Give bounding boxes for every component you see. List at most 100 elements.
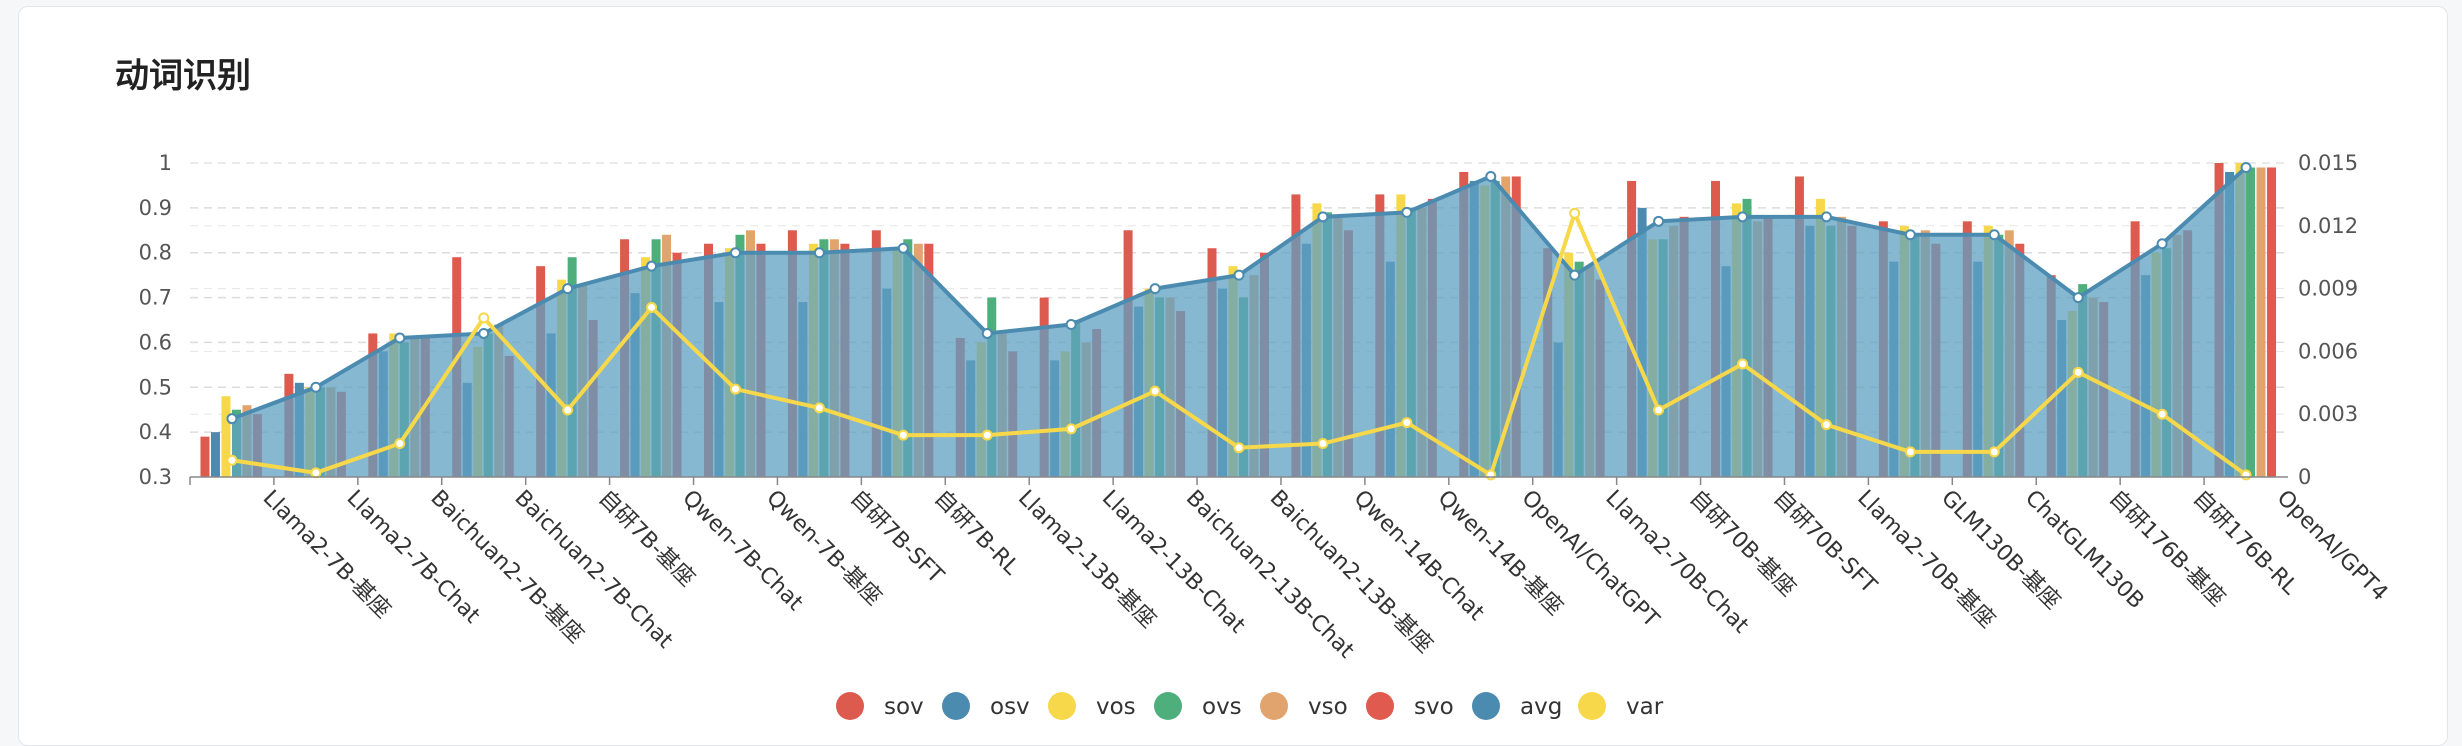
var-point bbox=[1653, 404, 1665, 416]
avg-point bbox=[1737, 211, 1749, 223]
legend-label-vso: vso bbox=[1308, 694, 1348, 720]
var-point bbox=[646, 301, 658, 313]
legend-swatch-var bbox=[1578, 692, 1606, 720]
avg-point bbox=[2156, 238, 2168, 250]
avg-point bbox=[1401, 206, 1413, 218]
avg-point bbox=[813, 247, 825, 259]
legend-item-ovs[interactable]: ovs bbox=[1154, 692, 1242, 720]
avg-point bbox=[562, 283, 574, 295]
var-point bbox=[2156, 408, 2168, 420]
bar-vso bbox=[2256, 167, 2266, 477]
legend-swatch-sov bbox=[836, 692, 864, 720]
var-point bbox=[981, 429, 993, 441]
y-right-tick-label: 0.015 bbox=[2298, 151, 2358, 175]
x-tick-label: Llama2-70B-Chat bbox=[1600, 486, 1753, 639]
avg-point bbox=[226, 413, 238, 425]
var-point bbox=[310, 467, 322, 479]
y-right-tick-label: 0.006 bbox=[2298, 339, 2358, 363]
avg-area bbox=[231, 167, 2247, 477]
legend-item-osv[interactable]: osv bbox=[942, 692, 1030, 720]
legend-swatch-vos bbox=[1048, 692, 1076, 720]
var-point bbox=[478, 312, 490, 324]
legend-swatch-ovs bbox=[1154, 692, 1182, 720]
x-tick-label: Llama2-13B-Chat bbox=[1097, 486, 1250, 639]
avg-point bbox=[1317, 211, 1329, 223]
avg-point bbox=[394, 332, 406, 344]
legend-item-sov[interactable]: sov bbox=[836, 692, 924, 720]
var-point bbox=[562, 404, 574, 416]
legend-label-vos: vos bbox=[1096, 694, 1136, 720]
chart-title: 动词识别 bbox=[115, 56, 251, 96]
x-tick-label: Baichuan2-7B-Chat bbox=[509, 486, 677, 654]
bar-ovs bbox=[2246, 167, 2256, 477]
y-right-tick-label: 0.003 bbox=[2298, 402, 2358, 426]
y-right-tick-label: 0.009 bbox=[2298, 277, 2358, 301]
bar-vos bbox=[221, 396, 231, 477]
var-point bbox=[1485, 469, 1497, 481]
bar-svo bbox=[2267, 167, 2277, 477]
avg-point bbox=[2072, 292, 2084, 304]
var-point bbox=[1317, 438, 1329, 450]
var-point bbox=[1904, 446, 1916, 458]
var-point bbox=[1988, 446, 2000, 458]
legend-item-svo[interactable]: svo bbox=[1366, 692, 1454, 720]
var-point bbox=[394, 438, 406, 450]
y-left-tick-label: 0.4 bbox=[139, 420, 172, 444]
avg-point bbox=[646, 260, 658, 272]
avg-point bbox=[1149, 283, 1161, 295]
avg-point bbox=[2240, 161, 2252, 173]
avg-point bbox=[729, 247, 741, 259]
legend-swatch-osv bbox=[942, 692, 970, 720]
legend-label-svo: svo bbox=[1414, 694, 1454, 720]
x-tick-label: OpenAI/ChatGPT bbox=[1517, 486, 1664, 633]
avg-point bbox=[1653, 215, 1665, 227]
avg-point bbox=[1569, 269, 1581, 281]
y-left-tick-label: 0.3 bbox=[139, 465, 172, 489]
legend-swatch-avg bbox=[1472, 692, 1500, 720]
legend-swatch-svo bbox=[1366, 692, 1394, 720]
var-point bbox=[1820, 419, 1832, 431]
y-left-tick-label: 0.8 bbox=[139, 241, 172, 265]
legend-label-osv: osv bbox=[990, 694, 1030, 720]
y-left-tick-label: 0.7 bbox=[139, 286, 172, 310]
avg-point bbox=[1820, 211, 1832, 223]
x-tick-label: Baichuan2-7B-基座 bbox=[426, 486, 589, 649]
y-left-tick-label: 0.9 bbox=[139, 196, 172, 220]
var-point bbox=[1233, 442, 1245, 454]
legend-item-vso[interactable]: vso bbox=[1260, 692, 1348, 720]
y-right-tick-label: 0.012 bbox=[2298, 214, 2358, 238]
avg-point bbox=[1065, 318, 1077, 330]
legend-item-vos[interactable]: vos bbox=[1048, 692, 1136, 720]
y-left-tick-label: 0.6 bbox=[139, 330, 172, 354]
legend-item-avg[interactable]: avg bbox=[1472, 692, 1562, 720]
y-left-tick-label: 1 bbox=[159, 151, 172, 175]
avg-point bbox=[1904, 229, 1916, 241]
x-tick-label: Baichuan2-13B-基座 bbox=[1265, 486, 1438, 659]
var-point bbox=[729, 383, 741, 395]
y-left-tick-label: 0.5 bbox=[139, 375, 172, 399]
avg-point bbox=[1233, 269, 1245, 281]
x-tick-label: Llama2-70B-基座 bbox=[1852, 486, 2000, 634]
var-point bbox=[897, 429, 909, 441]
y-right-tick-label: 0 bbox=[2298, 465, 2311, 489]
avg-point bbox=[1988, 229, 2000, 241]
x-tick-label: Llama2-13B-基座 bbox=[1013, 486, 1161, 634]
legend-label-var: var bbox=[1626, 694, 1664, 720]
legend-label-ovs: ovs bbox=[1202, 694, 1242, 720]
avg-point bbox=[897, 242, 909, 254]
var-point bbox=[2072, 366, 2084, 378]
avg-point bbox=[478, 327, 490, 339]
var-point bbox=[1149, 385, 1161, 397]
var-point bbox=[2240, 469, 2252, 481]
var-point bbox=[1737, 358, 1749, 370]
var-point bbox=[1569, 207, 1581, 219]
bar-osv bbox=[210, 432, 220, 477]
bar-sov bbox=[200, 436, 210, 477]
avg-point bbox=[1485, 170, 1497, 182]
var-point bbox=[1401, 417, 1413, 429]
legend-item-var[interactable]: var bbox=[1578, 692, 1664, 720]
x-tick-label: Baichuan2-13B-Chat bbox=[1181, 486, 1359, 664]
legend-swatch-vso bbox=[1260, 692, 1288, 720]
legend-label-avg: avg bbox=[1520, 694, 1562, 720]
